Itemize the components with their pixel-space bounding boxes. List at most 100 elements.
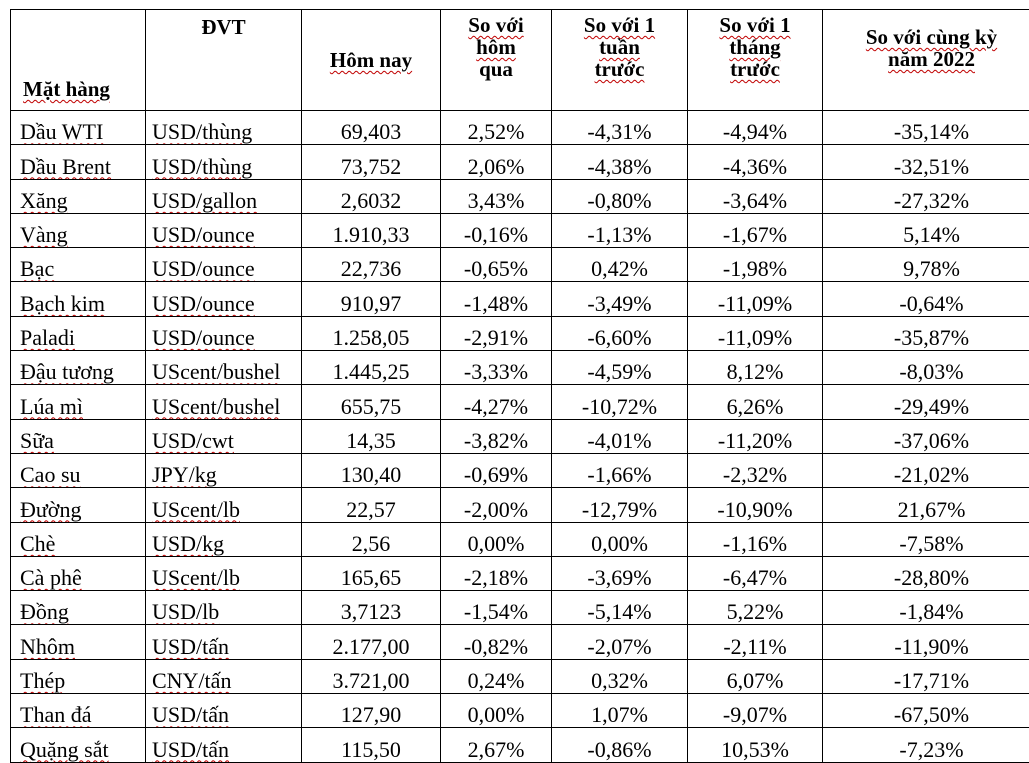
cell-vs-week-text: -1,66% — [587, 462, 651, 487]
cell-vs-yesterday: -0,69% — [441, 453, 552, 487]
cell-unit-text: USD/tấn — [152, 737, 229, 762]
cell-vs-yesterday: -2,91% — [441, 316, 552, 350]
cell-unit-text: USD/ounce — [152, 291, 255, 316]
cell-vs-year-text: -35,87% — [894, 325, 969, 350]
cell-today: 22,736 — [302, 248, 441, 282]
cell-item: Quặng sắt — [11, 728, 146, 762]
cell-vs-yesterday: 3,43% — [441, 179, 552, 213]
cell-today-text: 22,57 — [346, 497, 396, 522]
cell-vs-month-text: 5,22% — [727, 599, 784, 624]
cell-vs-month: 8,12% — [688, 351, 823, 385]
cell-vs-year: -37,06% — [823, 419, 1029, 453]
cell-item-text: Cà phê — [20, 565, 82, 590]
cell-item-text: Than đá — [20, 702, 91, 727]
cell-vs-week-text: -1,13% — [587, 222, 651, 247]
cell-vs-yesterday-text: 2,52% — [468, 119, 525, 144]
cell-vs-week-text: -3,69% — [587, 565, 651, 590]
cell-today: 2,56 — [302, 522, 441, 556]
cell-vs-month-text: -4,94% — [723, 119, 787, 144]
cell-vs-month: -2,11% — [688, 625, 823, 659]
cell-vs-year: -27,32% — [823, 179, 1029, 213]
cell-vs-month-text: 6,26% — [727, 394, 784, 419]
cell-vs-year-text: 21,67% — [898, 497, 966, 522]
cell-vs-month: 5,22% — [688, 591, 823, 625]
cell-vs-week: -4,59% — [552, 351, 688, 385]
cell-vs-year-text: -7,58% — [899, 531, 963, 556]
header-row: Mặt hàng ĐVT Hôm nay So với hôm qua So v… — [11, 10, 1029, 111]
cell-today-text: 2.177,00 — [333, 634, 410, 659]
cell-vs-year-text: 5,14% — [903, 222, 960, 247]
cell-vs-yesterday-text: -0,82% — [464, 634, 528, 659]
cell-item-text: Paladi — [20, 325, 75, 350]
cell-item: Cao su — [11, 453, 146, 487]
cell-vs-week-text: 0,42% — [591, 256, 648, 281]
cell-unit: USD/cwt — [146, 419, 302, 453]
cell-vs-month: -2,32% — [688, 453, 823, 487]
cell-vs-month: -11,09% — [688, 282, 823, 316]
cell-unit-text: USD/tấn — [152, 702, 229, 727]
cell-vs-month: -1,67% — [688, 213, 823, 247]
cell-vs-yesterday: -2,18% — [441, 556, 552, 590]
cell-vs-year-text: -8,03% — [899, 359, 963, 384]
cell-item: Than đá — [11, 694, 146, 728]
cell-today-text: 127,90 — [341, 702, 402, 727]
cell-vs-yesterday-text: -0,65% — [464, 256, 528, 281]
header-vs-yesterday-line2: hôm — [476, 35, 516, 59]
cell-vs-month: -4,94% — [688, 111, 823, 145]
cell-vs-yesterday-text: -0,69% — [464, 462, 528, 487]
cell-vs-yesterday-text: -2,00% — [464, 497, 528, 522]
cell-vs-month-text: 8,12% — [727, 359, 784, 384]
header-unit: ĐVT — [146, 10, 302, 111]
cell-today-text: 655,75 — [341, 394, 402, 419]
cell-unit-text: UScent/lb — [152, 497, 240, 522]
cell-vs-week-text: -2,07% — [587, 634, 651, 659]
cell-vs-week-text: -4,01% — [587, 428, 651, 453]
header-vs-month-line2: tháng — [729, 35, 780, 59]
cell-vs-month-text: -1,98% — [723, 256, 787, 281]
cell-unit: CNY/tấn — [146, 659, 302, 693]
cell-vs-year: -67,50% — [823, 694, 1029, 728]
cell-today-text: 910,97 — [341, 291, 402, 316]
cell-item: Dầu Brent — [11, 145, 146, 179]
cell-unit-text: UScent/bushel — [152, 394, 280, 419]
cell-item-text: Đường — [20, 497, 81, 522]
cell-vs-week-text: -4,31% — [587, 119, 651, 144]
cell-unit-text: USD/thùng — [152, 119, 252, 144]
cell-item: Cà phê — [11, 556, 146, 590]
cell-vs-year: 21,67% — [823, 488, 1029, 522]
cell-vs-month-text: -2,11% — [723, 634, 786, 659]
cell-today-text: 165,65 — [341, 565, 402, 590]
cell-vs-week: 1,07% — [552, 694, 688, 728]
cell-unit-text: USD/gallon — [152, 188, 257, 213]
header-vs-year-line1: So với cùng kỳ — [866, 25, 997, 49]
table-header: Mặt hàng ĐVT Hôm nay So với hôm qua So v… — [11, 10, 1029, 111]
cell-vs-yesterday-text: -1,48% — [464, 291, 528, 316]
cell-vs-week: -5,14% — [552, 591, 688, 625]
cell-vs-month: 6,07% — [688, 659, 823, 693]
cell-vs-month-text: -11,09% — [718, 291, 792, 316]
cell-item-text: Sữa — [20, 428, 54, 453]
header-vs-week-line2: tuần — [599, 35, 640, 59]
cell-unit-text: USD/lb — [152, 599, 219, 624]
cell-item: Đường — [11, 488, 146, 522]
commodity-price-table: Mặt hàng ĐVT Hôm nay So với hôm qua So v… — [10, 9, 1029, 763]
header-vs-month-line1: So với 1 — [719, 13, 790, 37]
cell-item-text: Nhôm — [20, 634, 75, 659]
cell-vs-week-text: 0,00% — [591, 531, 648, 556]
cell-vs-yesterday: 0,00% — [441, 694, 552, 728]
cell-item: Paladi — [11, 316, 146, 350]
cell-vs-yesterday: -1,48% — [441, 282, 552, 316]
cell-today: 1.258,05 — [302, 316, 441, 350]
cell-today: 22,57 — [302, 488, 441, 522]
cell-vs-year: -8,03% — [823, 351, 1029, 385]
cell-vs-month: -4,36% — [688, 145, 823, 179]
cell-vs-year: -11,90% — [823, 625, 1029, 659]
cell-vs-week: -4,38% — [552, 145, 688, 179]
cell-unit-text: USD/ounce — [152, 325, 255, 350]
cell-today-text: 1.445,25 — [333, 359, 410, 384]
